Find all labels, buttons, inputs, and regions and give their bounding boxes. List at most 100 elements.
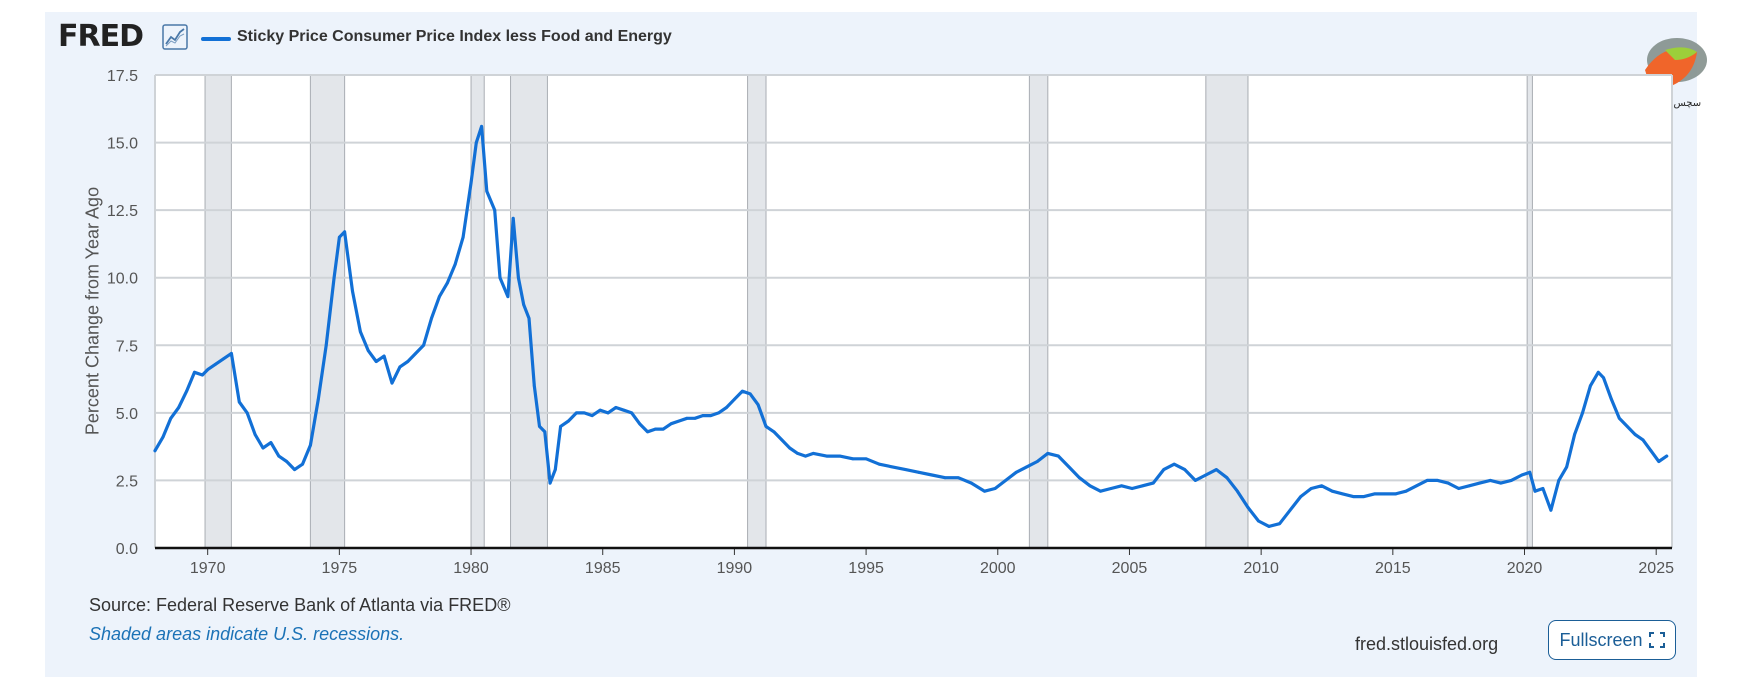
data-point (1162, 468, 1166, 472)
data-point (1288, 508, 1292, 512)
svg-text:سچس بلوکر: سچس بلوکر (1648, 98, 1701, 109)
x-tick-label: 2025 (1638, 560, 1674, 577)
source-note: Source: Federal Reserve Bank of Atlanta … (89, 595, 511, 615)
y-tick-label: 12.5 (107, 203, 138, 220)
data-point (277, 454, 281, 458)
data-point (406, 360, 410, 363)
data-point (606, 411, 610, 415)
data-point (453, 262, 457, 266)
data-point (1478, 481, 1482, 485)
data-point (222, 357, 225, 361)
site-link[interactable]: fred.stlouisfed.org (1355, 634, 1499, 654)
data-point (567, 419, 570, 423)
data-point (1457, 487, 1461, 490)
data-point (1236, 489, 1239, 493)
recession-band (1205, 74, 1249, 549)
data-point (1596, 370, 1600, 374)
data-point (622, 408, 626, 412)
data-point (324, 343, 328, 347)
fullscreen-icon (1648, 632, 1665, 648)
x-tick-label: 2015 (1375, 560, 1411, 577)
data-point (206, 368, 210, 372)
x-tick-label: 1985 (585, 560, 621, 577)
data-point (374, 360, 378, 363)
data-point (414, 351, 418, 355)
chart-line-icon (162, 24, 188, 50)
x-tick-label: 1970 (190, 560, 226, 577)
y-tick-label: 5.0 (116, 406, 138, 423)
data-point (904, 468, 907, 472)
data-point (332, 276, 336, 280)
data-point (153, 449, 157, 453)
y-tick-label: 15.0 (107, 136, 138, 153)
data-point (1588, 384, 1592, 388)
data-point (1372, 492, 1376, 496)
data-point (598, 408, 602, 412)
data-point (1141, 484, 1145, 488)
data-point (548, 481, 552, 485)
fred-logo[interactable]: FRED (58, 19, 144, 54)
data-point (638, 422, 641, 426)
data-point (646, 430, 649, 434)
data-point (1425, 479, 1429, 482)
data-point (669, 422, 673, 426)
data-point (1257, 519, 1260, 523)
data-point (382, 354, 386, 358)
data-point (1362, 495, 1366, 499)
data-point (1099, 489, 1102, 493)
data-point (653, 427, 657, 431)
data-point (891, 465, 894, 469)
data-point (177, 406, 181, 409)
data-point (506, 295, 510, 299)
x-tick-label: 1975 (322, 560, 358, 577)
data-point (1309, 487, 1313, 490)
data-point (582, 411, 586, 415)
x-tick-label: 1990 (717, 560, 753, 577)
y-tick-label: 7.5 (116, 338, 138, 355)
x-tick-label: 2005 (1112, 560, 1148, 577)
data-point (316, 397, 320, 401)
x-tick-label: 2020 (1507, 560, 1543, 577)
data-point (1610, 397, 1613, 401)
data-point (1573, 433, 1576, 436)
data-point (1415, 484, 1418, 488)
data-point (1467, 484, 1471, 488)
data-point (796, 452, 800, 455)
legend-swatch (201, 37, 231, 41)
data-point (438, 295, 441, 299)
watermark-logo: سچس بلوکر (1645, 38, 1707, 109)
data-point (351, 289, 354, 293)
x-tick-label: 1980 (453, 560, 489, 577)
data-point (461, 235, 465, 239)
recession-note: Shaded areas indicate U.S. recessions. (89, 624, 405, 644)
data-point (261, 446, 265, 450)
data-point (1204, 473, 1208, 477)
data-point (1617, 416, 1621, 420)
recession-band (309, 74, 346, 549)
data-point (1351, 495, 1355, 499)
data-point (733, 397, 736, 401)
data-point (1533, 489, 1537, 493)
data-point (1035, 460, 1039, 463)
data-point (366, 349, 370, 353)
data-point (1193, 479, 1197, 482)
data-point (390, 381, 394, 385)
data-point (1214, 468, 1218, 472)
data-point (193, 370, 196, 374)
data-point (661, 427, 665, 431)
data-point (1509, 479, 1513, 482)
x-tick-label: 2000 (980, 560, 1016, 577)
data-point (1665, 454, 1669, 458)
data-point (293, 468, 296, 472)
data-point (245, 411, 249, 415)
data-point (1581, 411, 1584, 415)
data-point (398, 365, 402, 369)
data-point (337, 235, 341, 239)
recession-band (747, 74, 767, 549)
y-tick-label: 10.0 (107, 271, 138, 288)
data-point (1172, 462, 1176, 466)
data-point (1246, 506, 1250, 509)
data-point (1549, 508, 1553, 512)
fullscreen-button[interactable]: Fullscreen (1548, 620, 1676, 660)
x-tick-label: 1995 (848, 560, 884, 577)
